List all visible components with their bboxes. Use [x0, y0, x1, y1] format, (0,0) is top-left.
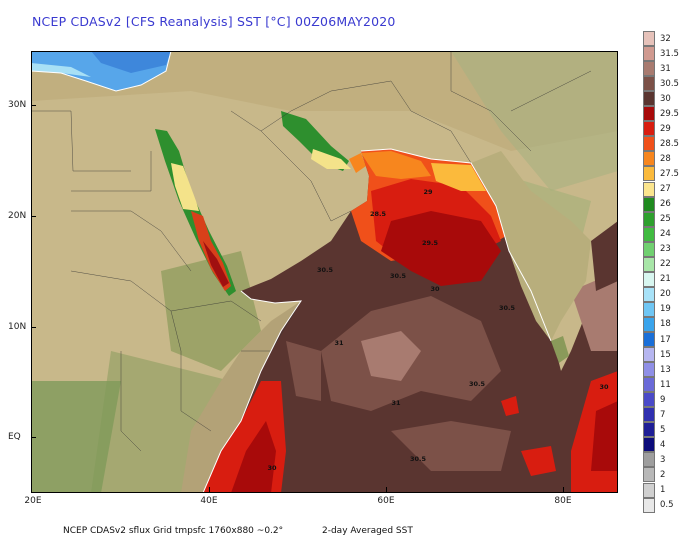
contour-label: 28.5 [369, 210, 387, 218]
colorbar-label: 9 [660, 394, 666, 405]
colorbar-swatch [643, 347, 655, 363]
lat-tick [31, 327, 36, 328]
colorbar-label: 5 [660, 424, 666, 435]
map-title: NCEP CDASv2 [CFS Reanalysis] SST [°C] 00… [32, 14, 396, 29]
colorbar-label: 23 [660, 244, 671, 255]
colorbar-label: 1 [660, 485, 666, 496]
colorbar-swatch [643, 271, 655, 287]
lon-tick [563, 487, 564, 492]
colorbar-label: 22 [660, 259, 671, 270]
colorbar-swatch [643, 301, 655, 317]
colorbar-label: 31.5 [660, 48, 679, 59]
lon-label-80e: 80E [554, 496, 572, 506]
colorbar-swatch [643, 91, 655, 107]
lon-label-40e: 40E [200, 496, 218, 506]
contour-label: 30 [430, 285, 440, 293]
colorbar-label: 26 [660, 199, 671, 210]
colorbar-label: 15 [660, 349, 671, 360]
colorbar-label: 13 [660, 364, 671, 375]
colorbar-swatch [643, 392, 655, 408]
colorbar-swatch [643, 482, 655, 498]
colorbar-swatch [643, 422, 655, 438]
colorbar-label: 0.5 [660, 500, 674, 511]
lat-label-30n: 30N [8, 100, 27, 110]
contour-label: 30.5 [498, 304, 516, 312]
contour-label: 30.5 [409, 455, 427, 463]
lat-tick [31, 216, 36, 217]
colorbar-swatch [643, 181, 655, 197]
colorbar-label: 30 [660, 93, 671, 104]
colorbar-label: 18 [660, 319, 671, 330]
colorbar-swatch [643, 136, 655, 152]
colorbar-swatch [643, 46, 655, 62]
colorbar-label: 28 [660, 153, 671, 164]
contour-label: 30.5 [316, 266, 334, 274]
colorbar-swatch [643, 256, 655, 272]
colorbar-swatch [643, 467, 655, 483]
colorbar-label: 11 [660, 379, 671, 390]
lat-tick [31, 437, 36, 438]
lon-tick [209, 487, 210, 492]
colorbar-label: 3 [660, 454, 666, 465]
colorbar-swatch [643, 362, 655, 378]
colorbar-swatch [643, 497, 655, 513]
colorbar-label: 2 [660, 469, 666, 480]
colorbar-swatch [643, 332, 655, 348]
colorbar-swatch [643, 76, 655, 92]
contour-label: 30 [267, 464, 277, 472]
sst-map [31, 51, 618, 493]
colorbar-swatch [643, 106, 655, 122]
colorbar-swatch [643, 377, 655, 393]
footer-source: NCEP CDASv2 sflux Grid tmpsfc 1760x880 ~… [63, 526, 284, 536]
colorbar-swatch [643, 407, 655, 423]
lat-label-eq: EQ [8, 432, 21, 442]
lat-tick [31, 105, 36, 106]
colorbar-label: 29 [660, 123, 671, 134]
colorbar-swatch [643, 226, 655, 242]
contour-label: 29 [423, 188, 433, 196]
colorbar-swatch [643, 316, 655, 332]
colorbar-label: 20 [660, 289, 671, 300]
colorbar-label: 31 [660, 63, 671, 74]
colorbar-swatch [643, 211, 655, 227]
contour-label: 30.5 [389, 272, 407, 280]
contour-label: 30 [599, 383, 609, 391]
colorbar-label: 29.5 [660, 108, 679, 119]
colorbar-label: 17 [660, 334, 671, 345]
footer-average: 2-day Averaged SST [322, 526, 413, 536]
lat-label-20n: 20N [8, 211, 27, 221]
colorbar-swatch [643, 286, 655, 302]
colorbar-label: 4 [660, 439, 666, 450]
colorbar-swatch [643, 241, 655, 257]
lon-label-20e: 20E [24, 496, 42, 506]
colorbar-swatch [643, 437, 655, 453]
colorbar-swatch [643, 166, 655, 182]
colorbar-label: 28.5 [660, 138, 679, 149]
colorbar-swatch [643, 61, 655, 77]
lon-tick [386, 487, 387, 492]
lat-label-10n: 10N [8, 322, 27, 332]
colorbar-label: 27 [660, 184, 671, 195]
contour-label: 31 [391, 399, 401, 407]
colorbar-swatch [643, 196, 655, 212]
colorbar-label: 27.5 [660, 168, 679, 179]
colorbar-label: 7 [660, 409, 666, 420]
colorbar-label: 24 [660, 229, 671, 240]
colorbar-label: 21 [660, 274, 671, 285]
colorbar-label: 30.5 [660, 78, 679, 89]
colorbar-swatch [643, 452, 655, 468]
colorbar-label: 32 [660, 33, 671, 44]
contour-label: 31 [334, 339, 344, 347]
colorbar-swatch [643, 31, 655, 47]
colorbar-label: 25 [660, 214, 671, 225]
contour-label: 30.5 [468, 380, 486, 388]
colorbar-swatch [643, 151, 655, 167]
colorbar-swatch [643, 121, 655, 137]
colorbar-label: 19 [660, 304, 671, 315]
contour-label: 29.5 [421, 239, 439, 247]
lon-label-60e: 60E [377, 496, 395, 506]
